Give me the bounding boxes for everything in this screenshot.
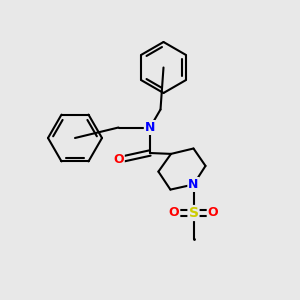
Text: N: N [188, 178, 199, 191]
Text: S: S [188, 206, 199, 220]
Text: O: O [113, 153, 124, 167]
Text: O: O [169, 206, 179, 220]
Text: O: O [208, 206, 218, 220]
Text: N: N [145, 121, 155, 134]
